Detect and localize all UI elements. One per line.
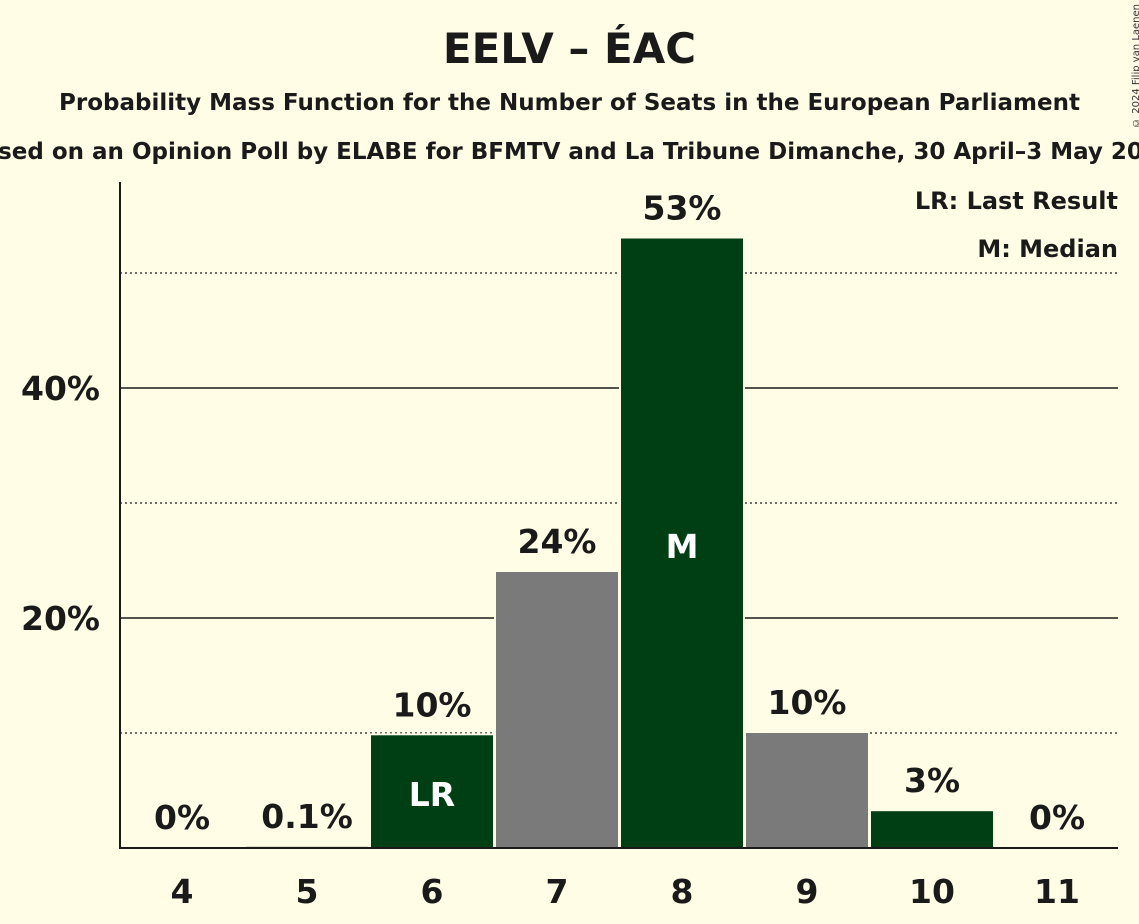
x-tick-label: 6: [421, 872, 444, 911]
median-marker: M: [666, 527, 699, 566]
legend-last-result: LR: Last Result: [915, 187, 1118, 215]
x-tick-label: 4: [171, 872, 194, 911]
y-tick-label: 40%: [21, 369, 100, 408]
value-label: 53%: [643, 189, 722, 228]
value-label: 0%: [154, 798, 210, 837]
value-label: 0%: [1029, 798, 1085, 837]
bar-seats-10: [871, 811, 993, 848]
bars: [244, 237, 995, 849]
value-label: 0.1%: [261, 797, 353, 836]
value-label: 10%: [393, 685, 472, 724]
x-tick-label: 9: [796, 872, 819, 911]
x-tick-label: 5: [296, 872, 319, 911]
legend-median: M: Median: [977, 235, 1118, 263]
value-label: 3%: [904, 761, 960, 800]
value-label: 10%: [768, 683, 847, 722]
x-tick-label: 7: [546, 872, 569, 911]
value-label: 24%: [518, 522, 597, 561]
x-tick-label: 10: [909, 872, 955, 911]
last-result-marker: LR: [409, 775, 455, 814]
x-tick-label: 11: [1034, 872, 1080, 911]
y-tick-label: 20%: [21, 599, 100, 638]
bar-seats-7: [496, 572, 618, 848]
x-tick-label: 8: [671, 872, 694, 911]
bar-seats-9: [746, 733, 868, 848]
